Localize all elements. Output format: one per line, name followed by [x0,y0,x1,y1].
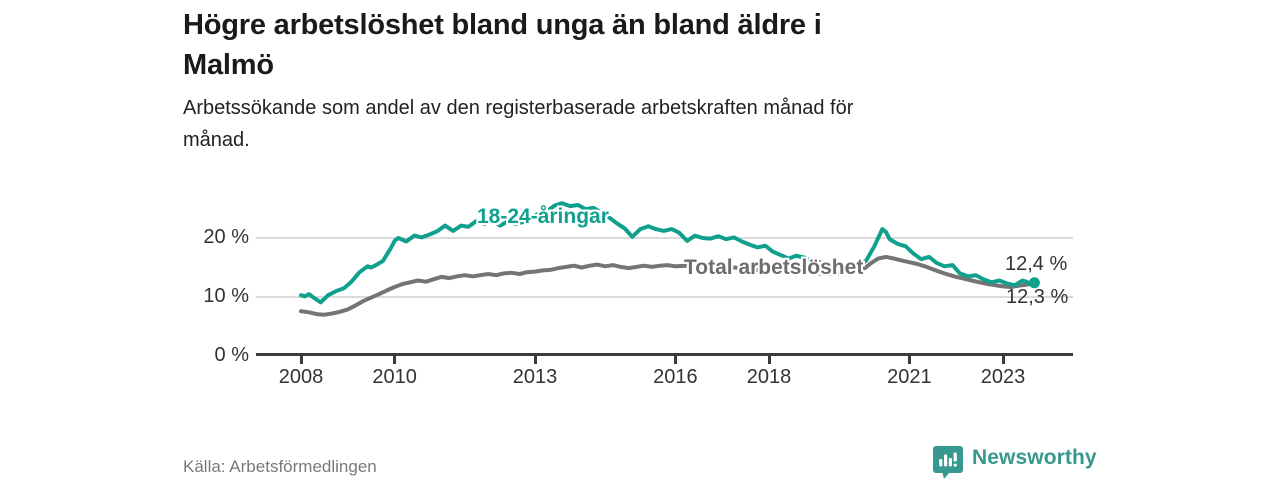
chart-subtitle-line2: månad. [183,129,250,151]
x-axis-line [256,353,1073,356]
y-tick-label: 10 % [203,285,249,307]
x-tick-label: 2010 [372,366,417,388]
gridline-20 [256,237,1073,239]
series-label-youth: 18-24-åringar [477,205,609,228]
y-tick-label: 20 % [203,226,249,248]
x-tick-label: 2013 [512,366,558,388]
gridline-10 [256,296,1073,298]
x-tick-mark [673,356,677,364]
end-value-youth: 12,4 % [1005,253,1068,275]
page-title-line2: Malmö [183,49,274,81]
series-label-total: Total arbetslöshet [684,256,864,279]
chart-subtitle-line1: Arbetssökande som andel av den registerb… [183,97,854,119]
x-tick-mark [907,356,911,364]
x-tick-label: 2023 [980,366,1026,388]
series-line-Total arbetslöshet [299,254,1037,317]
x-tick-mark [533,356,537,364]
x-tick-mark [1001,356,1005,364]
newsworthy-chart-bubble-icon [933,446,963,479]
x-tick-label: 2018 [746,366,792,388]
x-tick-mark [393,356,397,364]
series-line-18-24-åringar [299,201,1037,305]
x-tick-mark [299,356,303,364]
newsworthy-wordmark: Newsworthy [972,446,1097,469]
x-tick-label: 2016 [653,366,698,388]
page-title-line1: Högre arbetslöshet bland unga än bland ä… [183,9,822,41]
y-tick-label: 0 % [214,344,249,366]
x-tick-mark [767,356,771,364]
source-note: Källa: Arbetsförmedlingen [183,457,377,476]
newsworthy-logo: Newsworthy [933,445,1097,479]
end-value-total: 12,3 % [1006,286,1069,308]
page-title: Högre arbetslöshet bland unga än bland ä… [183,5,1043,85]
x-tick-label: 2008 [278,366,324,388]
chart-subtitle: Arbetssökande som andel av den registerb… [183,92,1043,156]
x-tick-label: 2021 [887,366,932,388]
